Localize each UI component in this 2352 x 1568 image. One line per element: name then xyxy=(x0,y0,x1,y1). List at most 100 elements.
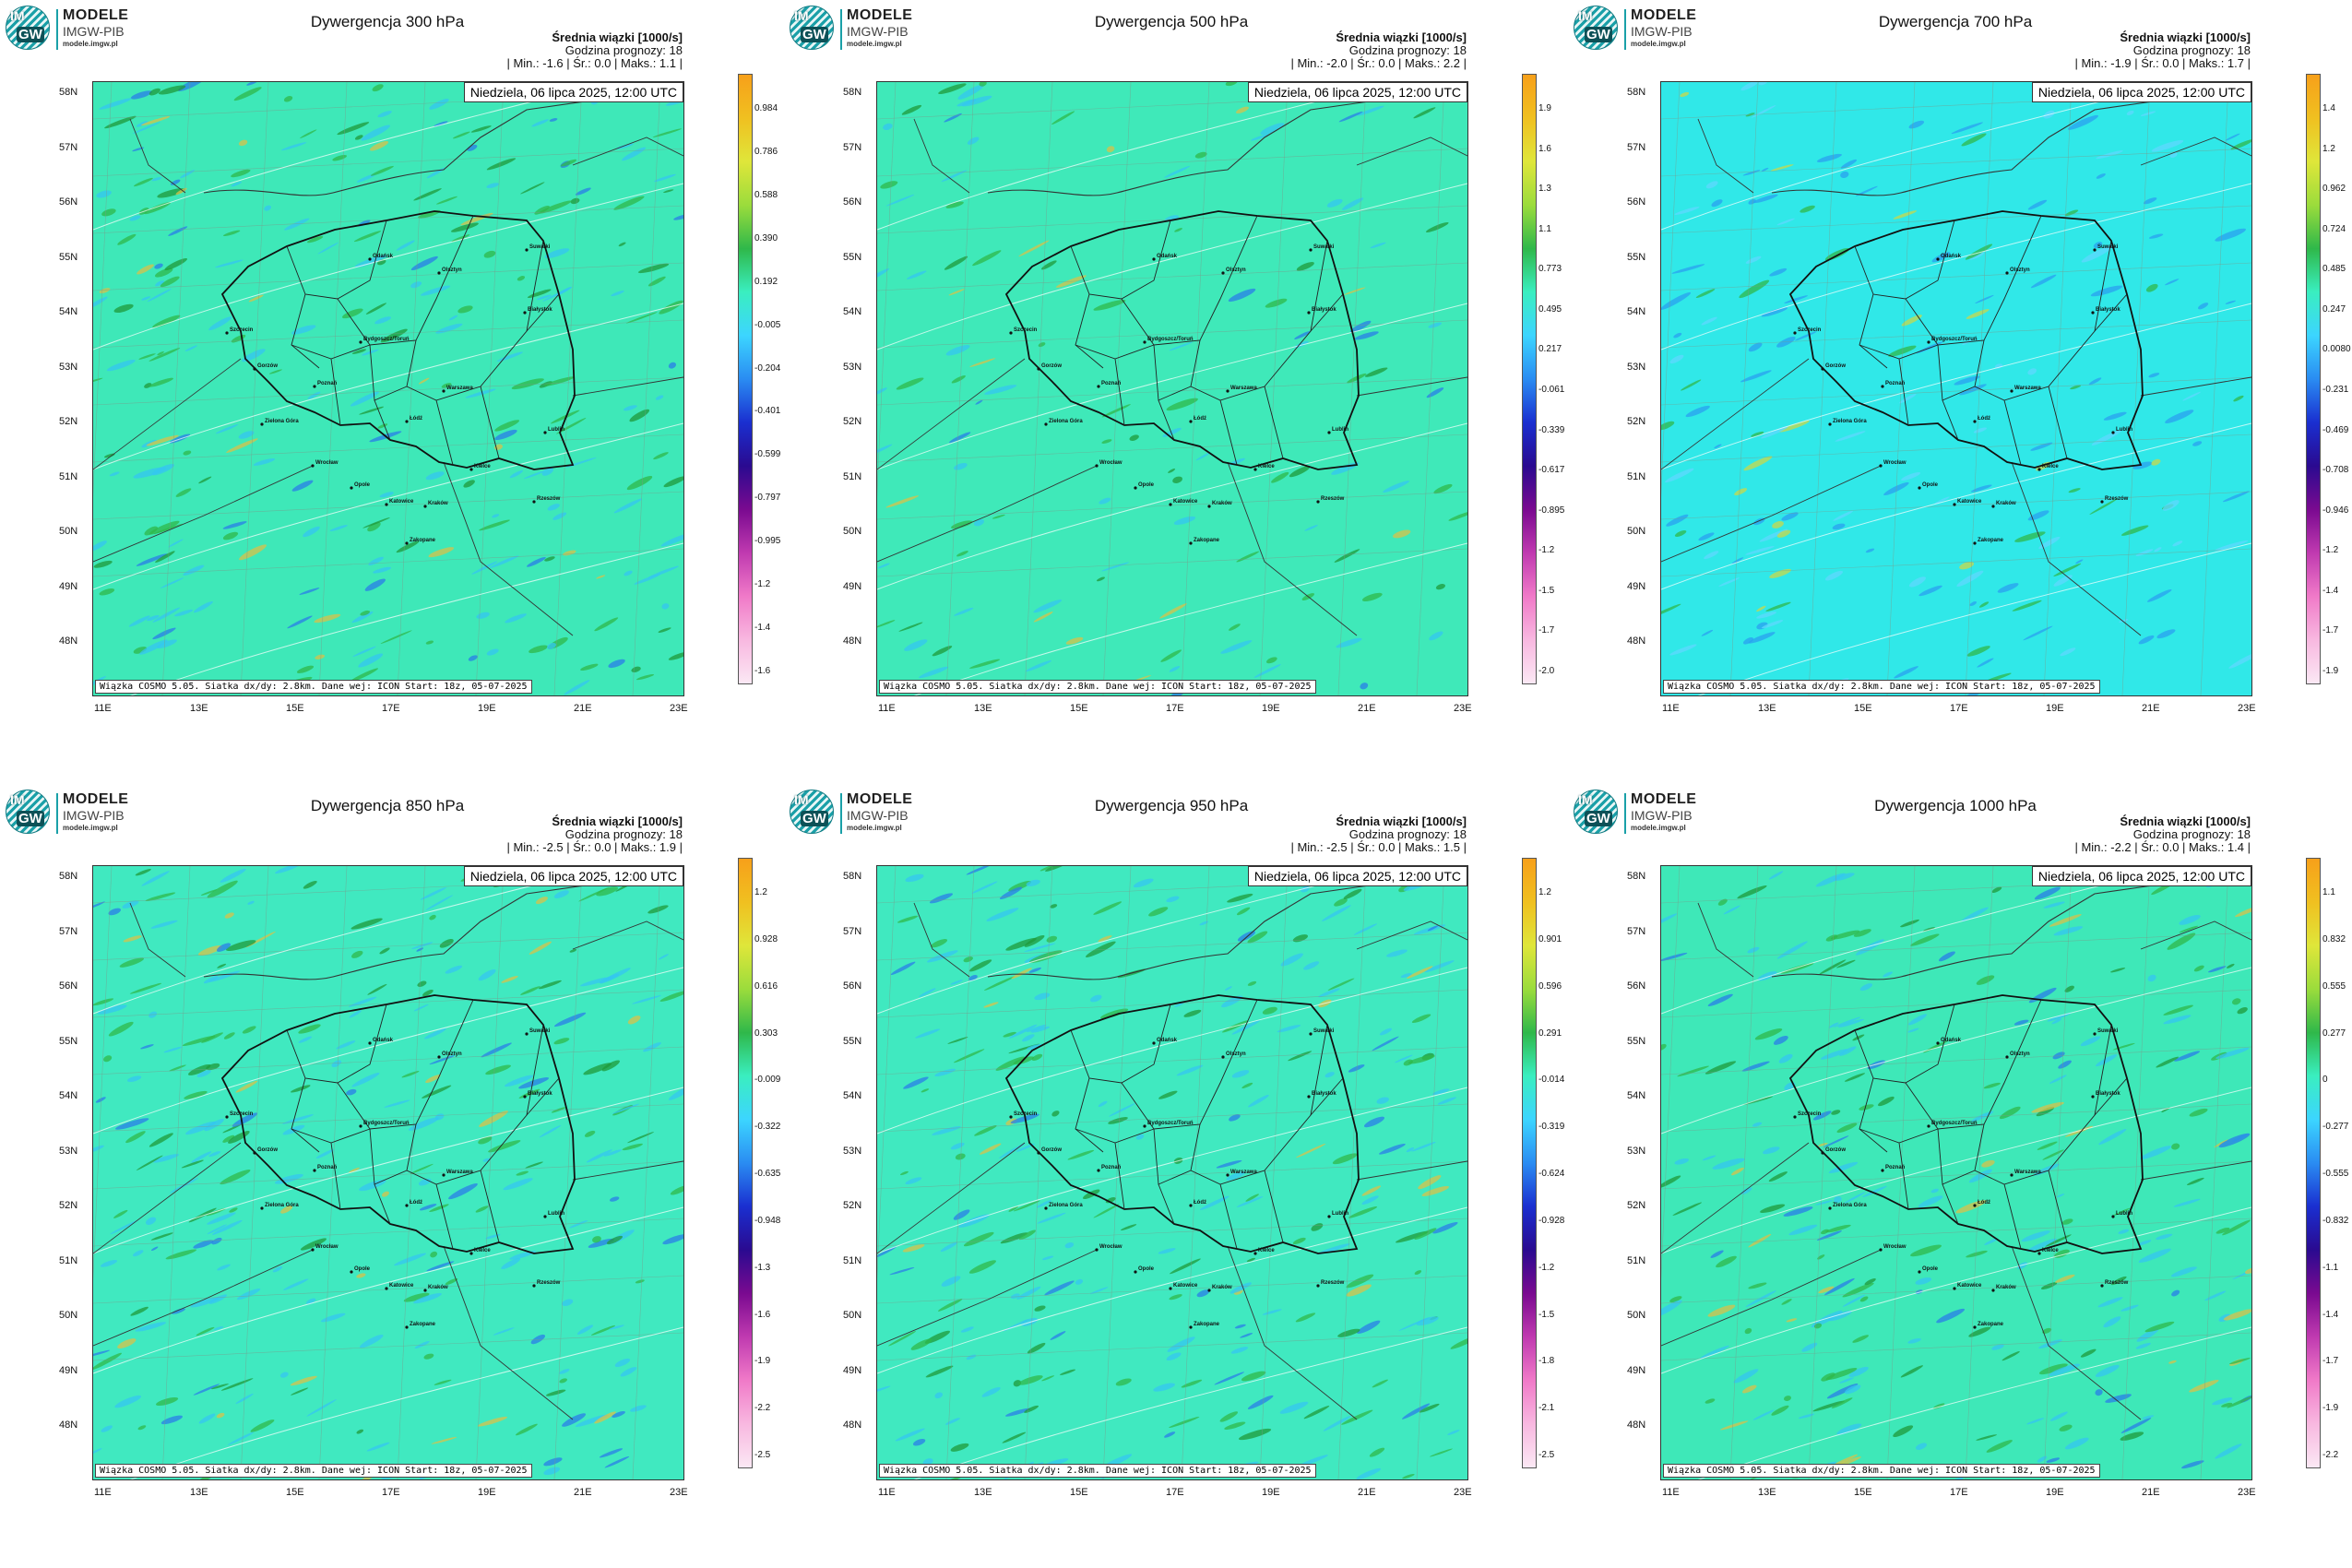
divergence-cell xyxy=(1842,1282,1874,1298)
divergence-cell xyxy=(1005,937,1037,951)
city-label: Warszawa xyxy=(1230,1170,1257,1175)
logo-divider xyxy=(1624,9,1626,50)
colorbar xyxy=(738,858,753,1468)
lon-tick-label: 15E xyxy=(286,703,304,714)
poland-border xyxy=(1004,994,1360,1254)
divergence-cell xyxy=(1337,1328,1360,1337)
lat-tick-label: 48N xyxy=(59,636,78,647)
city-label: Poznań xyxy=(1101,381,1122,386)
divergence-cell xyxy=(494,420,520,432)
divergence-cell xyxy=(2172,540,2183,547)
divergence-cell xyxy=(957,84,984,100)
divergence-cell xyxy=(1279,1401,1309,1414)
divergence-cell xyxy=(1936,1308,1966,1324)
divergence-cell xyxy=(298,1024,321,1034)
divergence-cell xyxy=(635,1279,645,1284)
voivodeship-border xyxy=(1219,1183,1238,1250)
city-marker xyxy=(359,340,362,344)
divergence-cell xyxy=(208,1294,227,1304)
divergence-cell xyxy=(1971,1111,1994,1123)
city-marker xyxy=(359,1124,362,1128)
graticule-parallel xyxy=(93,1103,683,1133)
city-marker xyxy=(350,486,353,490)
divergence-cell xyxy=(594,617,619,632)
divergence-cell xyxy=(1214,1372,1245,1385)
lat-tick-label: 57N xyxy=(1627,925,1646,937)
voivodeship-border xyxy=(2003,1183,2022,1250)
divergence-cell xyxy=(300,129,317,139)
city-label: Olsztyn xyxy=(2010,267,2030,273)
colorbar-tick-label: -0.635 xyxy=(754,1169,781,1179)
divergence-cell xyxy=(599,1448,624,1458)
divergence-cell xyxy=(653,452,669,460)
divergence-cell xyxy=(934,1392,943,1399)
divergence-cell xyxy=(1346,1284,1372,1297)
divergence-cell xyxy=(157,188,185,198)
divergence-cell xyxy=(1745,546,1775,555)
divergence-cell xyxy=(168,226,188,236)
divergence-cell xyxy=(2192,441,2203,446)
lat-tick-label: 48N xyxy=(843,1420,862,1431)
divergence-cell xyxy=(125,1131,146,1144)
divergence-cell xyxy=(1661,291,1692,310)
divergence-cell xyxy=(1707,1304,1736,1317)
divergence-cell xyxy=(216,1412,225,1419)
divergence-cell xyxy=(2235,905,2251,918)
divergence-cell xyxy=(1426,387,1444,398)
divergence-cell xyxy=(634,574,661,585)
graticule-parallel xyxy=(1661,262,2251,291)
divergence-cell xyxy=(2227,1396,2251,1408)
divergence-cell xyxy=(1674,207,1700,215)
colorbar-tick-label: -0.995 xyxy=(754,536,781,547)
city-label: Suwałki xyxy=(2097,244,2119,250)
stats-line: | Min.: -1.6 | Śr.: 0.0 | Maks.: 1.1 | xyxy=(506,56,683,70)
graticule-meridian xyxy=(240,866,269,1479)
divergence-cell xyxy=(509,1251,537,1260)
divergence-cell xyxy=(1400,973,1412,979)
divergence-cell xyxy=(108,1021,134,1037)
colorbar xyxy=(1522,858,1537,1468)
voivodeship-border xyxy=(1114,1142,1125,1210)
city-marker xyxy=(253,367,256,371)
divergence-cell xyxy=(632,995,661,1004)
divergence-cell xyxy=(523,470,545,480)
neighbour-border xyxy=(93,902,683,1420)
divergence-cell xyxy=(1674,529,1687,537)
divergence-cell xyxy=(1026,879,1040,886)
divergence-cell xyxy=(242,349,266,362)
divergence-cell xyxy=(1831,1110,1841,1115)
city-marker xyxy=(1316,500,1320,504)
divergence-cell xyxy=(1938,951,1955,962)
model-footer: Wiązka COSMO 5.05. Siatka dx/dy: 2.8km. … xyxy=(879,1464,1316,1478)
divergence-cell xyxy=(1930,1188,1939,1194)
divergence-cell xyxy=(1973,427,1987,434)
divergence-cell xyxy=(1773,1035,1788,1045)
divergence-cell xyxy=(929,893,954,904)
divergence-cell xyxy=(1986,1440,2013,1453)
divergence-cell xyxy=(2146,588,2172,602)
city-marker xyxy=(253,1151,256,1155)
lat-tick-label: 52N xyxy=(59,1200,78,1211)
divergence-cell xyxy=(1685,405,1710,418)
divergence-cell xyxy=(413,1004,429,1012)
divergence-cell xyxy=(291,480,314,492)
divergence-cell xyxy=(1096,576,1106,582)
city-marker xyxy=(1821,367,1824,371)
divergence-cell xyxy=(1357,1320,1381,1334)
divergence-cell xyxy=(290,1375,317,1386)
city-marker xyxy=(2037,1252,2041,1255)
divergence-cell xyxy=(1818,1286,1835,1294)
poland-border xyxy=(220,210,576,470)
divergence-cell xyxy=(1737,885,1767,899)
city-marker xyxy=(1973,541,1977,545)
divergence-cell xyxy=(408,1117,439,1131)
divergence-cell xyxy=(155,267,173,278)
divergence-cell xyxy=(160,276,180,288)
divergence-cell xyxy=(208,316,232,331)
divergence-cell xyxy=(2164,279,2180,286)
divergence-cell xyxy=(1247,980,1257,986)
divergence-cell xyxy=(222,531,239,540)
divergence-cell xyxy=(612,1411,625,1418)
divergence-cell xyxy=(1038,342,1046,348)
city-label: Lublin xyxy=(2116,1211,2132,1217)
